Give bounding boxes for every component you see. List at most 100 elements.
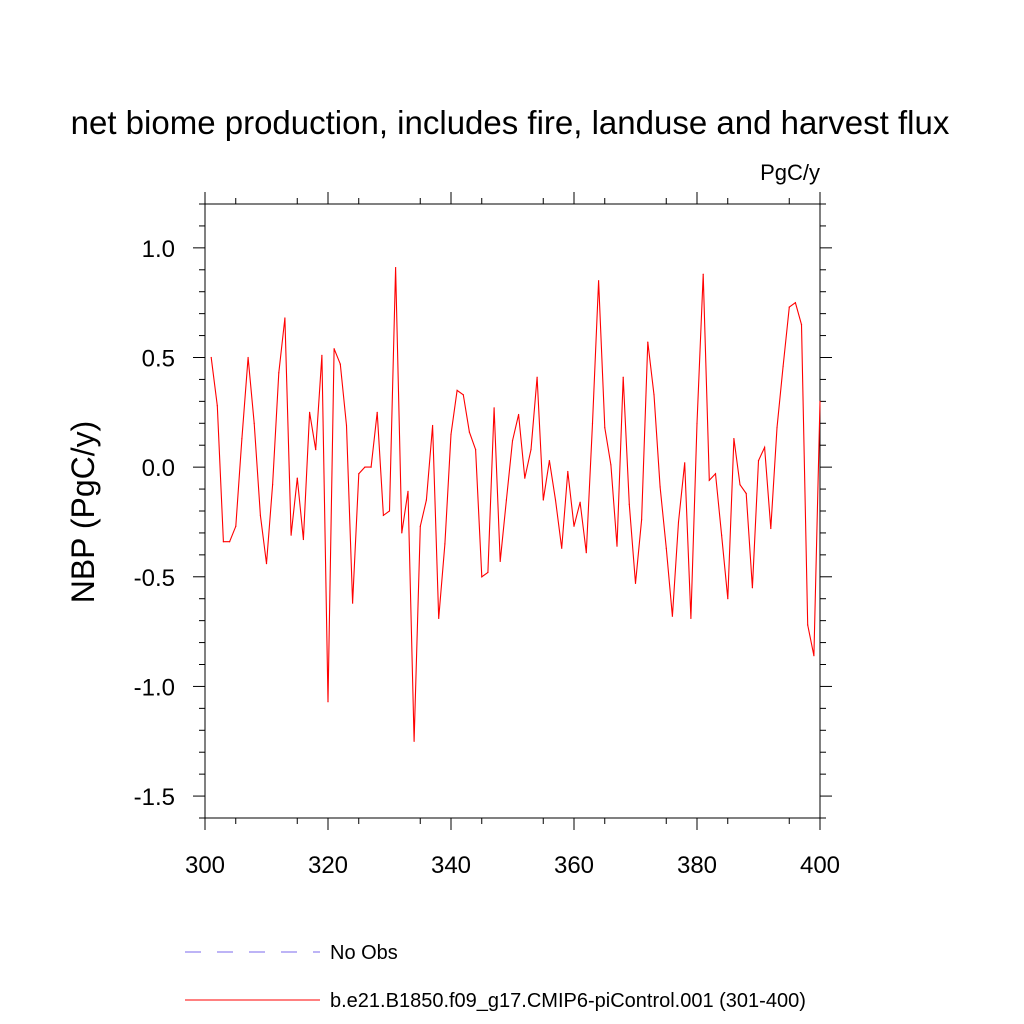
y-tick-label: 1.0	[142, 236, 175, 263]
data-point	[425, 499, 427, 501]
data-point	[321, 354, 323, 356]
data-point	[499, 560, 501, 563]
units-label: PgC/y	[760, 160, 820, 185]
data-point	[702, 273, 704, 275]
data-point	[585, 552, 587, 554]
data-point	[432, 424, 434, 427]
data-point	[247, 356, 249, 359]
plot-frame	[204, 203, 821, 819]
data-point	[665, 547, 667, 549]
data-point	[302, 538, 304, 541]
data-point	[727, 598, 729, 600]
data-point	[419, 525, 421, 527]
data-point	[401, 532, 403, 534]
data-point	[573, 525, 575, 527]
x-tick-label: 300	[185, 852, 225, 879]
axis-tick-labels: 300 320 340 360 380 400 -1.5 -1.0 -0.5 0.0 0.5 1.0	[134, 236, 840, 879]
data-point	[475, 449, 477, 451]
data-point	[222, 541, 224, 543]
x-tick-label: 380	[677, 852, 717, 879]
data-point	[352, 602, 354, 604]
data-point	[610, 464, 612, 466]
data-point	[819, 400, 821, 402]
data-point	[339, 363, 341, 365]
data-point	[259, 514, 261, 517]
data-point	[800, 324, 803, 326]
data-point	[684, 462, 686, 464]
data-point	[253, 422, 255, 424]
data-point	[241, 438, 243, 440]
data-point	[327, 701, 329, 703]
data-point	[413, 740, 415, 742]
data-point	[714, 473, 717, 475]
data-point	[721, 534, 723, 536]
data-point	[548, 460, 551, 462]
data-point	[554, 499, 557, 501]
data-point	[622, 376, 624, 378]
data-point	[628, 503, 630, 505]
data-point	[542, 499, 544, 501]
data-point	[579, 501, 581, 503]
data-point	[493, 407, 495, 409]
data-point	[290, 534, 292, 536]
data-point	[733, 438, 735, 440]
data-point	[444, 543, 446, 545]
y-axis-label: NBP (PgC/y)	[65, 421, 101, 604]
y-tick-label: 0.5	[142, 346, 175, 373]
data-point	[345, 424, 348, 427]
x-tick-label: 360	[554, 852, 594, 879]
axis-ticks	[193, 192, 832, 830]
data-point	[776, 427, 778, 429]
data-point	[235, 525, 237, 527]
data-point	[296, 477, 298, 479]
data-point	[229, 541, 231, 543]
data-point	[764, 446, 766, 448]
data-point	[788, 306, 790, 308]
data-point	[536, 376, 538, 378]
data-point	[751, 587, 754, 589]
data-point	[708, 479, 710, 481]
data-point	[782, 365, 784, 367]
data-point	[616, 545, 618, 547]
data-point	[309, 411, 311, 413]
data-point	[745, 492, 747, 495]
data-point	[407, 490, 409, 492]
data-point	[598, 280, 600, 282]
data-point	[370, 466, 372, 468]
data-point	[561, 547, 563, 549]
data-point	[216, 405, 218, 407]
data-point	[757, 460, 760, 462]
data-point	[813, 655, 815, 657]
data-point	[395, 267, 397, 269]
legend: b.e21.B1850.f09_g17.CMIP6-piControl.001 …	[185, 942, 806, 1012]
data-point	[210, 356, 212, 359]
data-point	[278, 372, 280, 374]
data-point	[382, 514, 384, 517]
data-point	[481, 576, 483, 578]
data-point	[794, 302, 797, 304]
data-point	[690, 617, 692, 620]
data-point	[567, 470, 569, 473]
data-point	[364, 466, 366, 468]
y-tick-label: -1.5	[134, 784, 175, 811]
data-point	[487, 571, 489, 574]
data-point	[530, 449, 532, 451]
data-point	[315, 449, 317, 451]
x-tick-label: 320	[308, 852, 348, 879]
data-point	[358, 473, 360, 475]
data-point	[677, 521, 680, 523]
x-tick-label: 340	[431, 852, 471, 879]
data-point	[284, 317, 286, 319]
data-point	[641, 519, 643, 521]
data-point	[770, 527, 772, 530]
data-point	[807, 624, 809, 626]
data-point	[272, 484, 274, 486]
data-point	[634, 582, 637, 585]
data-point	[468, 431, 470, 433]
data-point	[659, 486, 661, 488]
series-line	[210, 267, 821, 742]
legend-label-no-obs: No Obs	[330, 942, 398, 964]
data-point	[591, 422, 594, 424]
legend-label-model: b.e21.B1850.f09_g17.CMIP6-piControl.001 …	[330, 990, 806, 1012]
